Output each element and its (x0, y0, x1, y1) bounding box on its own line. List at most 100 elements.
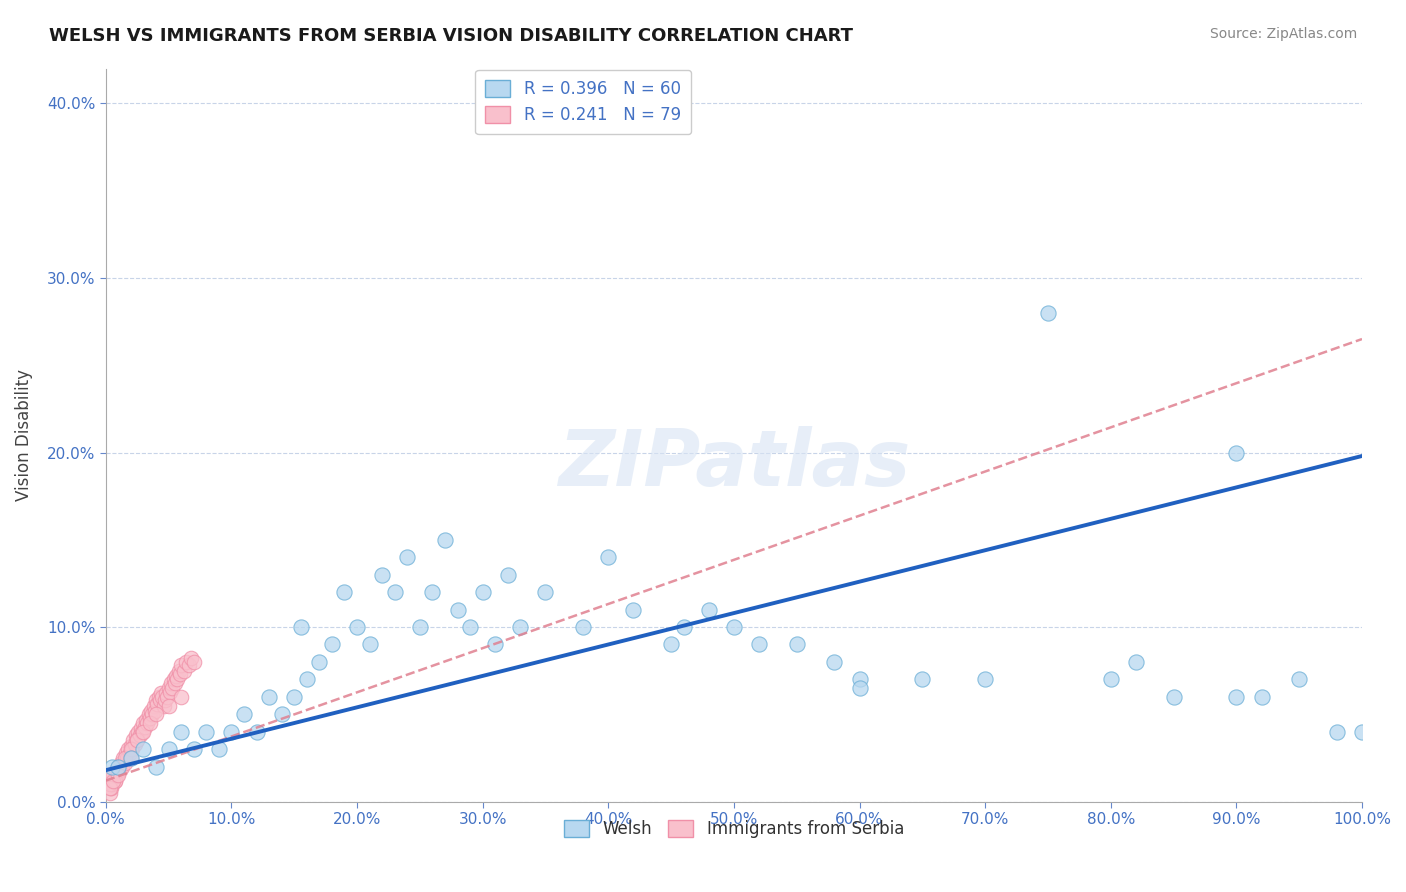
Point (170, 724, 193, 739)
Point (1250, 690, 1272, 704)
Point (748, 638, 770, 652)
Point (1163, 690, 1185, 704)
Point (163, 676, 186, 690)
Point (139, 704, 162, 718)
Point (167, 664, 190, 678)
Point (221, 724, 243, 739)
Point (142, 698, 165, 713)
Point (572, 620, 595, 634)
Point (107, 759, 129, 773)
Point (104, 773, 127, 788)
Point (270, 707, 292, 722)
Point (384, 585, 406, 599)
Point (112, 751, 135, 765)
Point (125, 728, 148, 742)
Point (141, 707, 163, 722)
Point (723, 620, 745, 634)
Point (156, 690, 179, 704)
Point (149, 693, 172, 707)
Point (672, 620, 695, 634)
Point (145, 693, 167, 707)
Point (155, 686, 177, 700)
Point (346, 620, 368, 634)
Point (131, 724, 153, 739)
Point (138, 707, 160, 722)
Point (409, 620, 432, 634)
Point (173, 664, 195, 678)
Point (108, 763, 131, 777)
Point (1225, 445, 1247, 459)
Text: ZIPatlas: ZIPatlas (558, 426, 910, 502)
Point (104, 773, 127, 788)
Point (135, 713, 157, 727)
Point (129, 721, 152, 735)
Point (114, 756, 136, 771)
Text: WELSH VS IMMIGRANTS FROM SERBIA VISION DISABILITY CORRELATION CHART: WELSH VS IMMIGRANTS FROM SERBIA VISION D… (49, 27, 853, 45)
Point (848, 681, 870, 695)
Point (257, 690, 280, 704)
Point (396, 550, 419, 565)
Point (101, 768, 124, 782)
Point (823, 655, 845, 669)
Point (128, 728, 150, 742)
Point (169, 667, 191, 681)
Point (471, 585, 494, 599)
Point (120, 751, 142, 765)
Point (124, 737, 146, 751)
Point (98, 786, 121, 800)
Y-axis label: Vision Disability: Vision Disability (15, 369, 32, 501)
Point (143, 704, 166, 718)
Point (166, 673, 188, 687)
Point (146, 697, 169, 711)
Point (118, 746, 141, 760)
Point (333, 585, 356, 599)
Point (104, 763, 127, 777)
Point (100, 780, 122, 795)
Point (170, 658, 193, 673)
Point (107, 768, 129, 782)
Point (101, 759, 124, 773)
Point (848, 673, 870, 687)
Point (148, 690, 170, 704)
Text: Source: ZipAtlas.com: Source: ZipAtlas.com (1209, 27, 1357, 41)
Point (153, 693, 176, 707)
Point (433, 533, 456, 547)
Point (132, 742, 155, 756)
Point (174, 655, 197, 669)
Point (115, 751, 138, 765)
Point (509, 620, 531, 634)
Point (697, 602, 720, 616)
Point (534, 585, 557, 599)
Point (120, 742, 142, 756)
Point (157, 742, 180, 756)
Point (1351, 724, 1374, 739)
Point (120, 751, 142, 765)
Point (1225, 690, 1247, 704)
Point (1036, 306, 1059, 320)
Point (446, 602, 468, 616)
Point (132, 716, 155, 731)
Point (134, 719, 156, 733)
Point (120, 739, 142, 753)
Point (162, 673, 184, 687)
Point (117, 742, 139, 756)
Point (245, 724, 267, 739)
Point (122, 733, 145, 747)
Point (1125, 655, 1147, 669)
Point (157, 698, 180, 713)
Point (127, 724, 149, 739)
Point (623, 602, 645, 616)
Point (152, 698, 174, 713)
Point (103, 768, 125, 782)
Point (101, 777, 124, 791)
Point (145, 707, 167, 722)
Point (283, 690, 305, 704)
Point (98, 777, 121, 791)
Point (136, 716, 159, 731)
Point (911, 673, 934, 687)
Point (598, 550, 620, 565)
Point (107, 759, 129, 773)
Point (422, 585, 444, 599)
Point (974, 673, 997, 687)
Point (177, 658, 200, 673)
